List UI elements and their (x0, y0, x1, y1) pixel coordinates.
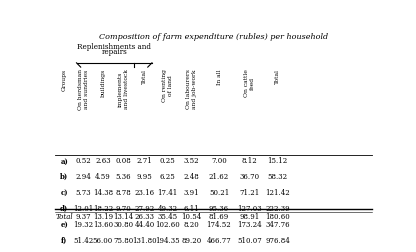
Text: 15.12: 15.12 (267, 157, 288, 165)
Text: buildings: buildings (100, 69, 105, 97)
Text: 102.60: 102.60 (155, 221, 180, 229)
Text: 0.52: 0.52 (76, 157, 92, 165)
Text: Total: Total (55, 213, 73, 221)
Text: 976.84: 976.84 (265, 237, 290, 245)
Text: repairs: repairs (102, 48, 127, 56)
Text: On renting
of land: On renting of land (162, 69, 173, 102)
Text: 35.45: 35.45 (157, 213, 178, 221)
Text: 19.32: 19.32 (74, 221, 94, 229)
Text: 13.14: 13.14 (114, 213, 134, 221)
Text: 180.60: 180.60 (265, 213, 290, 221)
Text: 30.80: 30.80 (114, 221, 134, 229)
Text: On herdsman
and sundries: On herdsman and sundries (78, 69, 89, 110)
Text: 71.21: 71.21 (239, 189, 260, 197)
Text: 510.07: 510.07 (237, 237, 262, 245)
Text: 2.94: 2.94 (76, 173, 92, 181)
Text: 98.91: 98.91 (239, 213, 260, 221)
Text: 8.78: 8.78 (116, 189, 131, 197)
Text: 9.95: 9.95 (137, 173, 153, 181)
Text: 58.32: 58.32 (267, 173, 288, 181)
Text: 75.80: 75.80 (114, 237, 134, 245)
Text: 9.37: 9.37 (76, 213, 92, 221)
Text: 18.22: 18.22 (93, 205, 113, 213)
Text: 27.92: 27.92 (135, 205, 155, 213)
Text: 8.20: 8.20 (183, 221, 199, 229)
Text: b): b) (60, 173, 68, 181)
Text: 51.42: 51.42 (74, 237, 94, 245)
Text: 10.54: 10.54 (181, 213, 201, 221)
Text: In all: In all (216, 69, 221, 85)
Text: 2.63: 2.63 (95, 157, 111, 165)
Text: a): a) (60, 157, 68, 165)
Text: 13.60: 13.60 (93, 221, 113, 229)
Text: Total: Total (275, 69, 280, 84)
Text: 49.32: 49.32 (157, 205, 178, 213)
Text: 8.12: 8.12 (241, 157, 257, 165)
Text: 17.41: 17.41 (157, 189, 178, 197)
Text: 2.71: 2.71 (137, 157, 153, 165)
Text: 50.21: 50.21 (209, 189, 229, 197)
Text: 0.08: 0.08 (116, 157, 131, 165)
Text: 89.20: 89.20 (181, 237, 201, 245)
Text: 3.91: 3.91 (183, 189, 199, 197)
Text: Total: Total (142, 69, 147, 84)
Text: 6.25: 6.25 (160, 173, 175, 181)
Text: 5.73: 5.73 (76, 189, 92, 197)
Text: 95.36: 95.36 (209, 205, 229, 213)
Text: On labourers
and job-work: On labourers and job-work (186, 69, 197, 109)
Text: f): f) (61, 237, 67, 245)
Text: 56.00: 56.00 (93, 237, 113, 245)
Text: 81.69: 81.69 (209, 213, 229, 221)
Text: 21.62: 21.62 (209, 173, 229, 181)
Text: implements
and livestock: implements and livestock (118, 69, 129, 109)
Text: 0.25: 0.25 (160, 157, 175, 165)
Text: 36.70: 36.70 (239, 173, 259, 181)
Text: 174.52: 174.52 (207, 221, 231, 229)
Text: c): c) (60, 189, 68, 197)
Text: 194.35: 194.35 (155, 237, 180, 245)
Text: 23.16: 23.16 (135, 189, 155, 197)
Text: 7.00: 7.00 (211, 157, 227, 165)
Text: e): e) (60, 221, 68, 229)
Text: Composition of farm expenditure (rubles) per household: Composition of farm expenditure (rubles)… (99, 33, 328, 41)
Text: 347.76: 347.76 (265, 221, 290, 229)
Text: 222.39: 222.39 (265, 205, 290, 213)
Text: 466.77: 466.77 (207, 237, 231, 245)
Text: 121.42: 121.42 (265, 189, 290, 197)
Text: 9.70: 9.70 (116, 205, 131, 213)
Text: 127.03: 127.03 (237, 205, 262, 213)
Text: 14.38: 14.38 (93, 189, 113, 197)
Text: 2.48: 2.48 (183, 173, 199, 181)
Text: 6.11: 6.11 (183, 205, 199, 213)
Text: Groups: Groups (62, 69, 67, 91)
Text: 131.80: 131.80 (133, 237, 157, 245)
Text: 4.59: 4.59 (95, 173, 111, 181)
Text: d): d) (60, 205, 68, 213)
Text: 5.36: 5.36 (116, 173, 131, 181)
Text: Replenishments and: Replenishments and (77, 43, 151, 51)
Text: 3.52: 3.52 (183, 157, 199, 165)
Text: 173.24: 173.24 (237, 221, 262, 229)
Text: 44.40: 44.40 (135, 221, 155, 229)
Text: 12.01: 12.01 (74, 205, 94, 213)
Text: On cattle
feed: On cattle feed (244, 69, 255, 97)
Text: 13.19: 13.19 (93, 213, 113, 221)
Text: 26.33: 26.33 (135, 213, 155, 221)
